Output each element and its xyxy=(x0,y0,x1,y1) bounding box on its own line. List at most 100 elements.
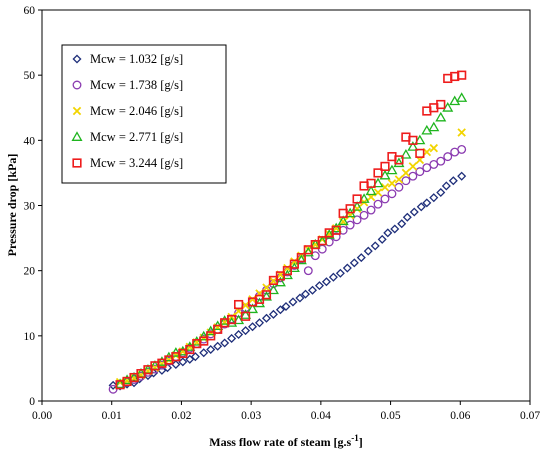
data-point xyxy=(386,164,398,175)
data-point xyxy=(407,141,419,151)
data-point xyxy=(314,281,324,291)
data-point xyxy=(422,198,432,208)
data-point xyxy=(328,272,338,282)
data-point xyxy=(457,70,467,80)
data-point xyxy=(457,171,467,181)
data-point xyxy=(429,143,439,153)
data-point xyxy=(227,314,237,325)
data-point xyxy=(267,284,279,295)
legend-marker-diamond xyxy=(72,54,82,64)
data-point xyxy=(428,121,440,132)
data-point xyxy=(436,99,446,110)
data-point xyxy=(359,210,369,220)
data-point xyxy=(303,266,313,276)
data-point xyxy=(372,177,384,188)
data-point xyxy=(274,276,286,287)
data-point xyxy=(409,207,419,217)
data-point xyxy=(429,159,439,169)
x-axis-title-end: ] xyxy=(359,435,363,449)
data-point xyxy=(441,181,451,191)
data-point xyxy=(330,222,342,233)
data-point xyxy=(356,253,366,263)
legend-label: Mcw = 2.046 [g/s] xyxy=(90,104,183,118)
data-point xyxy=(268,309,278,319)
data-point xyxy=(387,179,397,188)
data-point xyxy=(436,156,446,166)
data-point xyxy=(394,155,404,165)
legend-marker-triangle xyxy=(71,131,83,141)
y-tick-label: 30 xyxy=(24,201,36,213)
x-axis-ticks: 0.00 0.01 0.02 0.03 0.04 0.05 0.06 0.07 xyxy=(32,401,540,422)
data-point xyxy=(352,194,362,204)
data-point xyxy=(387,189,397,199)
y-tick-label: 60 xyxy=(24,5,36,17)
data-point xyxy=(416,202,426,212)
legend-marker-circle xyxy=(72,80,82,90)
data-point xyxy=(301,289,311,299)
legend-label: Mcw = 3.244 [g/s] xyxy=(90,156,183,170)
data-point xyxy=(415,167,425,177)
x-axis-title-main: Mass flow rate of steam [g.s xyxy=(209,435,351,449)
data-point xyxy=(443,152,453,162)
series-square xyxy=(115,70,467,390)
data-point xyxy=(342,263,352,273)
data-point xyxy=(363,246,373,256)
legend-marker-square xyxy=(72,158,82,168)
y-tick-label: 0 xyxy=(29,396,35,408)
y-axis-ticks: 0 10 20 30 40 50 60 xyxy=(24,5,42,408)
data-point xyxy=(198,330,210,341)
data-point xyxy=(414,134,426,145)
x-tick-label: 0.06 xyxy=(450,410,470,422)
data-point xyxy=(380,194,390,204)
data-point xyxy=(206,331,216,341)
data-point xyxy=(275,305,285,315)
data-point xyxy=(296,253,306,263)
data-point xyxy=(261,290,272,300)
data-point xyxy=(358,193,370,203)
legend: Mcw = 1.032 [g/s] Mcw = 1.738 [g/s] Mcw = … xyxy=(61,44,227,184)
data-point xyxy=(380,161,390,172)
data-point xyxy=(408,162,418,171)
data-point xyxy=(199,348,209,358)
y-tick-label: 10 xyxy=(24,331,36,343)
legend-label: Mcw = 1.032 [g/s] xyxy=(90,52,183,66)
legend-box xyxy=(61,44,227,184)
x-tick-label: 0.00 xyxy=(32,410,52,422)
data-point xyxy=(247,303,259,314)
y-tick-label: 20 xyxy=(24,266,36,278)
data-markers xyxy=(108,70,468,394)
data-point xyxy=(206,344,216,355)
data-point xyxy=(288,297,298,307)
data-point xyxy=(303,245,313,255)
data-point xyxy=(226,317,238,327)
data-point xyxy=(351,201,363,211)
data-point xyxy=(377,234,387,244)
data-point xyxy=(442,102,454,112)
data-point xyxy=(457,128,466,137)
x-axis-title: Mass flow rate of steam [g.s-1] xyxy=(209,433,362,449)
data-point xyxy=(380,183,390,192)
data-point xyxy=(448,176,458,186)
data-point xyxy=(248,322,258,332)
data-point xyxy=(457,145,467,154)
data-point xyxy=(227,333,237,343)
data-point xyxy=(213,324,223,334)
data-point xyxy=(402,212,412,222)
data-point xyxy=(240,309,252,319)
data-point xyxy=(261,313,271,323)
data-point xyxy=(401,176,411,186)
data-point xyxy=(408,135,418,145)
data-point xyxy=(213,341,223,351)
data-point xyxy=(366,205,376,215)
data-point xyxy=(121,374,133,385)
y-tick-label: 50 xyxy=(24,70,36,82)
data-point xyxy=(456,92,468,102)
data-point xyxy=(366,178,376,188)
data-point xyxy=(390,224,400,234)
data-point xyxy=(302,246,314,257)
data-point xyxy=(373,168,383,178)
data-point xyxy=(321,277,331,287)
data-point xyxy=(220,338,230,348)
data-point xyxy=(415,148,425,158)
x-tick-label: 0.05 xyxy=(381,410,401,422)
